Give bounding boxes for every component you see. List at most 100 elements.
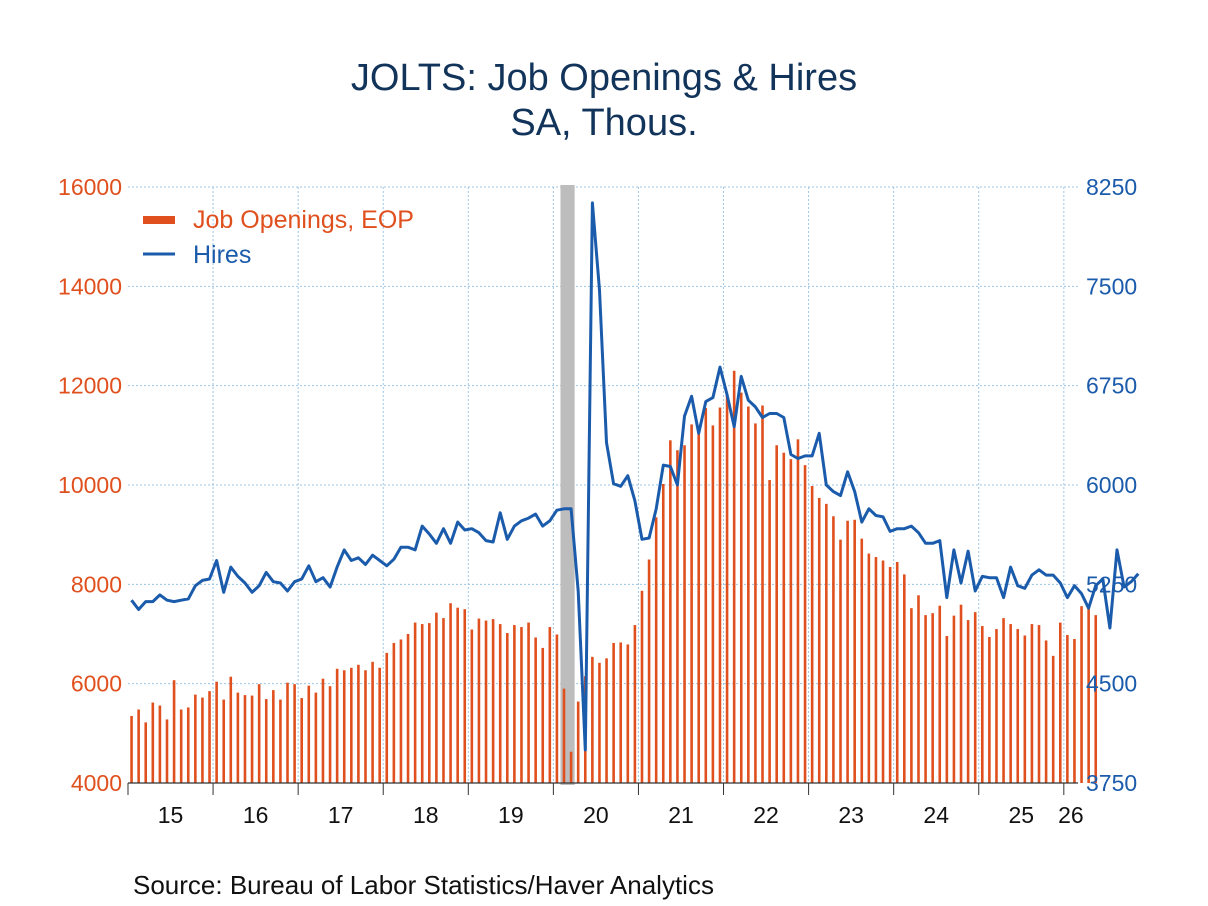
- job-openings-bar: [768, 480, 771, 783]
- job-openings-bar: [775, 445, 778, 783]
- hires-line: [130, 201, 1140, 752]
- job-openings-bar: [257, 684, 261, 783]
- job-openings-bar: [874, 557, 878, 783]
- x-tick-label: 15: [158, 802, 184, 828]
- x-tick-label: 20: [583, 802, 609, 828]
- job-openings-bar: [789, 459, 793, 783]
- job-openings-bar: [654, 517, 658, 783]
- job-openings-bar: [243, 695, 247, 783]
- job-openings-bar: [555, 634, 559, 783]
- job-openings-bar: [683, 445, 686, 783]
- job-openings-bar: [619, 642, 623, 783]
- job-openings-bar: [385, 652, 389, 783]
- job-openings-bar: [378, 667, 381, 783]
- job-openings-bar: [661, 484, 665, 783]
- chart-subtitle: SA, Thous.: [510, 102, 698, 144]
- source-note: Source: Bureau of Labor Statistics/Haver…: [133, 870, 714, 900]
- job-openings-bar: [995, 629, 998, 783]
- chart-title: JOLTS: Job Openings & Hires: [350, 57, 858, 99]
- hires-line-layer: [130, 201, 1140, 752]
- recession-layer: [560, 185, 575, 785]
- job-openings-bar: [194, 694, 197, 783]
- job-openings-bar: [747, 406, 750, 783]
- job-openings-bar: [605, 658, 608, 783]
- job-openings-bar: [477, 618, 481, 783]
- job-openings-bar: [1080, 606, 1083, 783]
- job-openings-bar: [1087, 608, 1090, 783]
- job-openings-bar: [286, 682, 289, 783]
- job-openings-bar: [952, 615, 956, 783]
- x-tick-label: 21: [668, 802, 694, 828]
- job-openings-bar: [718, 407, 722, 783]
- job-openings-bar: [739, 392, 743, 783]
- right-axis-tick-label: 5250: [1086, 571, 1137, 597]
- x-tick-label: 26: [1058, 802, 1084, 828]
- job-openings-bar: [938, 605, 942, 783]
- job-openings-bar: [172, 680, 176, 783]
- right-axis-tick-label: 4500: [1086, 671, 1137, 697]
- x-tick-label: 23: [838, 802, 864, 828]
- job-openings-bar: [803, 465, 807, 783]
- job-openings-bar: [810, 485, 814, 783]
- job-openings-bar: [704, 408, 708, 783]
- job-openings-bar: [413, 622, 417, 783]
- job-openings-bar: [569, 751, 573, 783]
- job-openings-bar: [612, 642, 615, 783]
- job-openings-bar: [208, 691, 211, 783]
- job-openings-bar: [931, 613, 934, 783]
- x-tick-label: 19: [498, 802, 524, 828]
- job-openings-bar: [534, 637, 537, 783]
- job-openings-bar: [215, 681, 218, 783]
- job-openings-bar: [541, 647, 545, 783]
- job-openings-bar: [279, 699, 282, 783]
- left-axis-tick-label: 12000: [58, 373, 122, 399]
- job-openings-bar: [130, 715, 133, 783]
- job-openings-bar: [505, 633, 509, 783]
- job-openings-bar: [498, 624, 502, 783]
- job-openings-bar: [520, 627, 523, 783]
- job-openings-bar: [895, 561, 899, 783]
- job-openings-bar: [399, 639, 403, 783]
- job-openings-bar: [697, 426, 701, 783]
- job-openings-bar: [782, 452, 786, 783]
- x-tick-label: 24: [923, 802, 949, 828]
- job-openings-bar: [442, 618, 445, 783]
- job-openings-bar: [832, 516, 835, 783]
- job-openings-bar: [945, 635, 949, 783]
- job-openings-bar: [165, 719, 169, 783]
- job-openings-bar: [825, 503, 828, 783]
- job-openings-bar: [449, 603, 452, 783]
- job-openings-bar: [598, 662, 601, 783]
- left-axis-tick-label: 8000: [71, 571, 122, 597]
- job-openings-bar: [1051, 655, 1055, 783]
- job-openings-bar: [1037, 625, 1041, 783]
- job-openings-bar: [1058, 622, 1062, 783]
- job-openings-bar: [371, 661, 374, 783]
- legend-label-hires: Hires: [193, 241, 251, 269]
- job-openings-bar: [456, 607, 459, 783]
- job-openings-bar: [966, 620, 970, 783]
- job-openings-bar: [647, 559, 651, 783]
- job-openings-bar: [732, 370, 736, 783]
- job-openings-bar: [973, 612, 977, 783]
- job-openings-bar: [669, 440, 672, 783]
- job-openings-bar: [591, 656, 594, 783]
- right-axis-tick-label: 6000: [1086, 472, 1137, 498]
- job-openings-bar: [137, 709, 140, 783]
- job-openings-bar: [881, 560, 885, 783]
- job-openings-bar: [406, 634, 410, 783]
- left-axis-tick-label: 4000: [71, 770, 122, 796]
- job-openings-bar: [463, 609, 467, 783]
- job-openings-bar: [491, 619, 495, 783]
- job-openings-bar: [307, 685, 311, 783]
- x-tick-label: 18: [413, 802, 439, 828]
- x-tick-label: 22: [753, 802, 779, 828]
- job-openings-bar: [867, 553, 871, 783]
- job-openings-bar: [1009, 624, 1012, 783]
- job-openings-bar: [250, 695, 254, 783]
- job-openings-bar: [229, 676, 233, 783]
- job-openings-bar: [754, 423, 757, 783]
- job-openings-bar: [676, 450, 679, 783]
- recession-band: [560, 185, 575, 785]
